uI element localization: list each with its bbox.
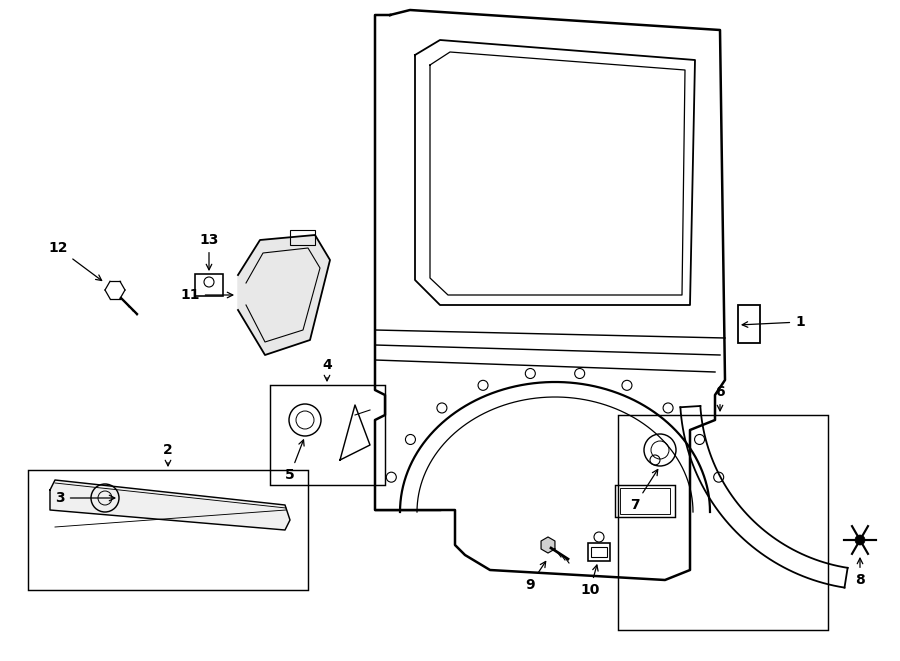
Polygon shape: [541, 537, 555, 553]
Text: 8: 8: [855, 558, 865, 587]
Text: 11: 11: [180, 288, 233, 302]
Bar: [290, 230, 315, 245]
Bar: [588, 543, 610, 561]
Text: 4: 4: [322, 358, 332, 381]
Bar: [738, 305, 760, 343]
Circle shape: [855, 535, 865, 545]
Text: 6: 6: [716, 385, 724, 411]
Polygon shape: [238, 235, 330, 355]
Text: 13: 13: [199, 233, 219, 270]
Bar: [195, 274, 223, 296]
Text: 1: 1: [742, 315, 805, 329]
Polygon shape: [50, 480, 290, 530]
Bar: [28, 470, 308, 590]
Text: 2: 2: [163, 443, 173, 466]
Text: 5: 5: [285, 440, 304, 482]
Bar: [620, 488, 670, 514]
Bar: [270, 385, 385, 485]
Bar: [618, 415, 828, 630]
Text: 7: 7: [630, 469, 658, 512]
Text: 9: 9: [526, 561, 545, 592]
Bar: [615, 485, 675, 517]
Text: 3: 3: [55, 491, 115, 505]
Text: 12: 12: [49, 241, 102, 280]
Bar: [591, 547, 607, 557]
Text: 10: 10: [580, 565, 599, 597]
